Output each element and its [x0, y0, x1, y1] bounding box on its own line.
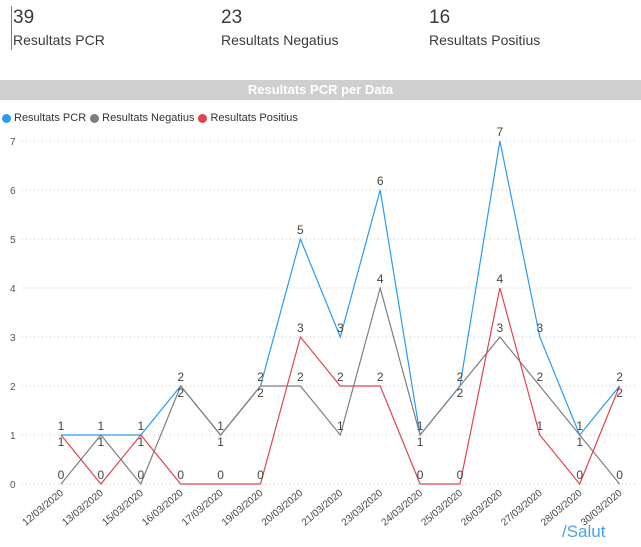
kpi-value: 39: [13, 7, 35, 28]
y-tick-label: 6: [10, 186, 16, 197]
data-label: 1: [137, 419, 144, 433]
x-tick-label: 16/03/2020: [140, 488, 186, 529]
data-label: 1: [337, 419, 344, 433]
data-label: 2: [257, 370, 264, 384]
legend-item-pcr[interactable]: Resultats PCR: [2, 112, 86, 124]
legend-label: Resultats PCR: [14, 112, 87, 124]
legend-item-negatius[interactable]: Resultats Negatius: [90, 112, 194, 124]
x-tick-label: 13/03/2020: [60, 488, 106, 529]
data-label: 0: [137, 468, 144, 482]
chart-title: Resultats PCR per Data: [0, 80, 641, 100]
data-label: 0: [257, 468, 264, 482]
x-tick-label: 25/03/2020: [420, 488, 466, 529]
data-label: 0: [217, 468, 224, 482]
data-label: 1: [217, 435, 224, 449]
data-label: 0: [417, 468, 424, 482]
y-tick-label: 7: [10, 137, 16, 148]
data-label: 2: [457, 370, 464, 384]
y-tick-label: 2: [10, 382, 16, 393]
data-label: 2: [257, 386, 264, 400]
data-label: 1: [137, 435, 144, 449]
y-tick-label: 5: [10, 235, 16, 246]
data-label: 5: [297, 223, 304, 237]
data-label: 2: [616, 370, 623, 384]
data-label: 2: [616, 386, 623, 400]
kpi-value: 16: [429, 7, 451, 28]
data-label: 1: [98, 435, 105, 449]
x-tick-label: 12/03/2020: [21, 488, 67, 529]
data-label: 2: [177, 370, 184, 384]
data-label: 1: [576, 435, 583, 449]
legend-dot: [90, 113, 100, 123]
y-tick-label: 1: [10, 431, 16, 442]
kpi-label: Resultats PCR: [13, 32, 105, 48]
x-tick-label: 20/03/2020: [260, 488, 306, 529]
x-tick-label: 23/03/2020: [340, 488, 386, 529]
data-label: 2: [457, 386, 464, 400]
data-label: 0: [98, 468, 105, 482]
data-label: 1: [58, 419, 65, 433]
data-label: 1: [576, 419, 583, 433]
data-label: 1: [98, 419, 105, 433]
chart-legend: Resultats PCR Resultats Negatius Resulta…: [2, 110, 302, 126]
x-tick-label: 19/03/2020: [220, 488, 266, 529]
x-tick-label: 17/03/2020: [180, 488, 226, 529]
data-label: 7: [497, 125, 504, 139]
x-tick-label: 21/03/2020: [300, 488, 346, 529]
data-label: 0: [457, 468, 464, 482]
data-label: 4: [377, 272, 384, 286]
x-tick-label: 24/03/2020: [380, 488, 426, 529]
data-label: 3: [497, 321, 504, 335]
y-tick-label: 4: [10, 284, 16, 295]
data-label: 1: [217, 419, 224, 433]
y-tick-label: 0: [10, 480, 16, 491]
data-label: 0: [58, 468, 65, 482]
data-label: 3: [297, 321, 304, 335]
legend-label: Resultats Positius: [210, 112, 298, 124]
x-tick-label: 27/03/2020: [499, 488, 545, 529]
legend-item-positius[interactable]: Resultats Positius: [198, 112, 298, 124]
data-label: 2: [337, 370, 344, 384]
data-label: 2: [177, 386, 184, 400]
kpi-value: 23: [221, 7, 243, 28]
data-label: 1: [58, 435, 65, 449]
data-label: 2: [297, 370, 304, 384]
x-tick-label: 15/03/2020: [100, 488, 146, 529]
data-label: 0: [177, 468, 184, 482]
legend-label: Resultats Negatius: [102, 112, 195, 124]
data-label: 0: [616, 468, 623, 482]
data-label: 3: [337, 321, 344, 335]
y-tick-label: 3: [10, 333, 16, 344]
salut-logo: /Salut: [562, 522, 606, 541]
kpi-label: Resultats Negatius: [221, 32, 339, 48]
kpi-card-positius: 16 Resultats Positius: [429, 6, 540, 50]
data-label: 1: [417, 419, 424, 433]
kpi-card-pcr: 39 Resultats PCR: [11, 6, 105, 50]
data-label: 0: [576, 468, 583, 482]
data-label: 2: [536, 370, 543, 384]
kpi-card-negatius: 23 Resultats Negatius: [221, 6, 339, 50]
legend-dot: [198, 113, 208, 123]
data-label: 3: [536, 321, 543, 335]
kpi-label: Resultats Positius: [429, 32, 541, 48]
legend-dot: [2, 113, 11, 123]
series-line: [61, 140, 621, 437]
data-label: 1: [536, 419, 543, 433]
series-line: [60, 287, 621, 486]
data-label: 4: [497, 272, 504, 286]
data-label: 1: [417, 435, 424, 449]
data-label: 2: [377, 370, 384, 384]
x-tick-label: 26/03/2020: [459, 488, 505, 529]
data-label: 6: [377, 174, 384, 188]
